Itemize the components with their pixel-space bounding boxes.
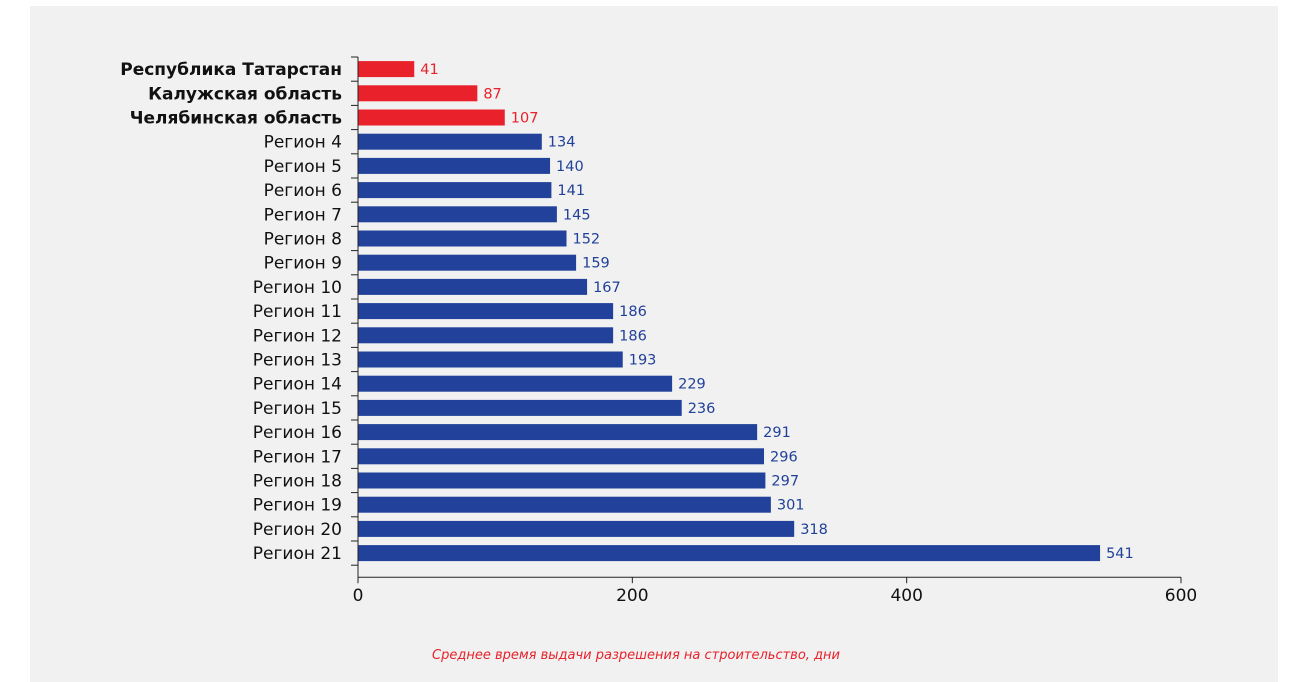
- category-label: Регион 14: [253, 375, 342, 395]
- category-label: Регион 16: [253, 423, 342, 443]
- category-label: Калужская область: [148, 84, 342, 104]
- category-label: Регион 21: [253, 544, 342, 564]
- category-label: Регион 17: [253, 447, 342, 467]
- bar: [358, 327, 614, 344]
- value-label: 145: [563, 207, 591, 223]
- bar: [358, 351, 623, 368]
- category-label: Регион 8: [264, 230, 342, 250]
- category-label: Регион 19: [253, 496, 342, 516]
- value-label: 141: [557, 183, 585, 199]
- value-labels-layer: 41 87 107 134 140 141 145 152 159 167 186 186 193 229…: [420, 62, 1134, 562]
- bar: [358, 375, 673, 392]
- category-label: Регион 18: [253, 472, 342, 492]
- bar: [358, 278, 588, 295]
- value-label: 134: [548, 135, 576, 151]
- bar: [358, 254, 577, 271]
- value-label: 297: [771, 474, 799, 490]
- bar-chart: Республика Татарстан Калужская область Чел…: [120, 56, 1197, 606]
- x-tick-label: 200: [616, 586, 648, 606]
- bar: [358, 303, 614, 320]
- value-label: 140: [556, 159, 584, 175]
- value-label: 236: [688, 401, 716, 417]
- category-label: Регион 5: [264, 157, 342, 177]
- category-label: Регион 6: [264, 181, 342, 201]
- bar: [358, 109, 505, 126]
- value-label: 186: [619, 304, 647, 320]
- category-label: Регион 15: [253, 399, 342, 419]
- x-tick-label: 400: [890, 586, 922, 606]
- category-label: Регион 9: [264, 254, 342, 274]
- value-label: 541: [1106, 546, 1134, 562]
- category-labels-layer: Республика Татарстан Калужская область Чел…: [120, 60, 342, 564]
- category-label: Регион 11: [253, 302, 342, 322]
- value-label: 229: [678, 377, 706, 393]
- value-label: 193: [629, 353, 657, 369]
- value-label: 87: [483, 86, 501, 102]
- x-tick-label: 0: [353, 586, 364, 606]
- value-label: 167: [593, 280, 621, 296]
- axes-layer: 0 200 400 600: [351, 56, 1197, 606]
- category-label: Регион 4: [264, 133, 342, 153]
- value-label: 186: [619, 328, 647, 344]
- bar: [358, 424, 758, 441]
- value-label: 301: [777, 498, 805, 514]
- bar: [358, 496, 771, 513]
- x-axis-caption: Среднее время выдачи разрешения на строи…: [432, 648, 840, 663]
- category-label: Челябинская область: [130, 109, 342, 129]
- bar: [358, 472, 766, 489]
- bar: [358, 182, 552, 199]
- category-label: Республика Татарстан: [120, 60, 342, 80]
- category-label: Регион 13: [253, 351, 342, 371]
- value-label: 152: [572, 232, 600, 248]
- value-label: 41: [420, 62, 438, 78]
- bar: [358, 399, 682, 416]
- bar: [358, 230, 567, 247]
- bars-layer: [358, 61, 1101, 562]
- bar: [358, 133, 542, 150]
- bar: [358, 545, 1101, 562]
- chart-panel: Республика Татарстан Калужская область Чел…: [30, 6, 1278, 682]
- x-tick-label: 600: [1165, 586, 1197, 606]
- bar: [358, 157, 551, 174]
- value-label: 291: [763, 425, 791, 441]
- bar: [358, 206, 557, 223]
- bar: [358, 448, 765, 465]
- value-label: 107: [511, 111, 539, 127]
- bar: [358, 520, 795, 537]
- bar: [358, 61, 415, 78]
- value-label: 296: [770, 449, 798, 465]
- category-label: Регион 12: [253, 326, 342, 346]
- category-label: Регион 7: [264, 205, 342, 225]
- bar: [358, 85, 478, 102]
- value-label: 318: [800, 522, 828, 538]
- category-label: Регион 10: [253, 278, 342, 298]
- value-label: 159: [582, 256, 610, 272]
- category-label: Регион 20: [253, 520, 342, 540]
